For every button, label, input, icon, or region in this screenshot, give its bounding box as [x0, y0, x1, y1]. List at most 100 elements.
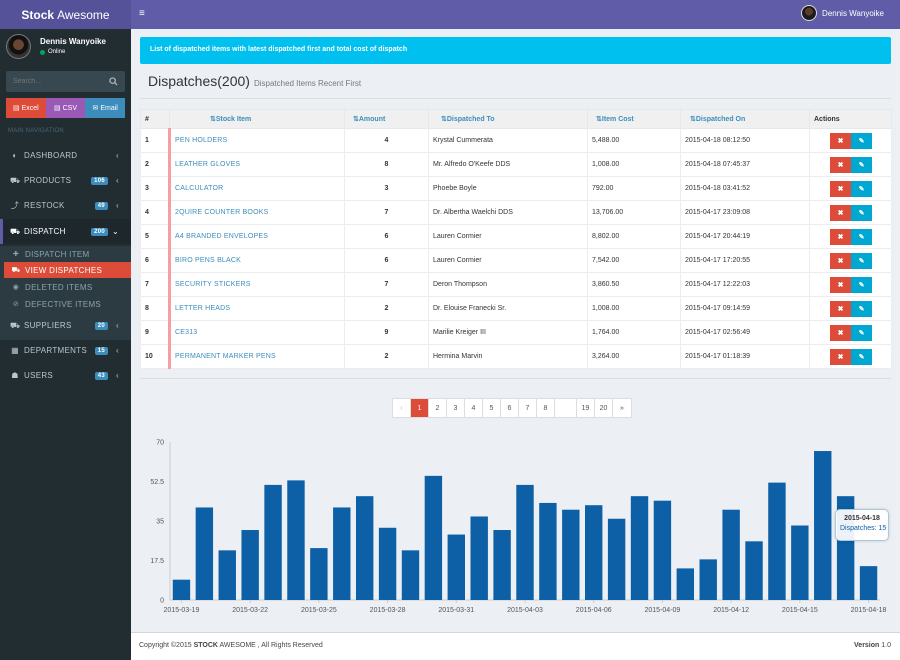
- stock-item-link[interactable]: LEATHER GLOVES: [168, 152, 345, 177]
- edit-icon: ✎: [858, 353, 865, 361]
- edit-button[interactable]: ✎: [851, 252, 872, 269]
- table-header-row: # ⇅Stock Item ⇅Amount ⇅Dispatched To ⇅It…: [140, 109, 892, 129]
- actions-cell: ✖ ✎: [809, 128, 892, 153]
- sidebar-item-departments[interactable]: ▦ DEPARTMENTS 15 ‹: [0, 338, 131, 363]
- stock-item-link[interactable]: PERMANENT MARKER PENS: [168, 344, 345, 369]
- edit-button[interactable]: ✎: [851, 156, 872, 173]
- pagination-page[interactable]: 3: [447, 399, 465, 417]
- sort-icon: ⇅: [353, 116, 359, 123]
- x-tick-label: 2015-03-22: [232, 607, 268, 614]
- export-csv-button[interactable]: ▤ CSV: [45, 98, 86, 118]
- edit-button[interactable]: ✎: [851, 300, 872, 317]
- footer: Copyright ©2015 STOCK AWESOME , All Righ…: [131, 632, 900, 660]
- pagination-page[interactable]: 8: [537, 399, 555, 417]
- dispatched-to-cell: Dr. Elouise Franecki Sr.: [428, 296, 588, 321]
- submenu-item-defective-items[interactable]: ⊘ DEFECTIVE ITEMS: [4, 296, 131, 312]
- pagination-page[interactable]: 19: [577, 399, 595, 417]
- column-header-dispatched-to[interactable]: ⇅Dispatched To: [428, 109, 588, 129]
- submenu-item-label: DEFECTIVE ITEMS: [25, 299, 102, 309]
- delete-button[interactable]: ✖: [830, 180, 851, 197]
- edit-button[interactable]: ✎: [851, 132, 872, 149]
- table-row: 7 SECURITY STICKERS 7 Deron Thompson 3,860.5…: [140, 272, 892, 297]
- search-icon[interactable]: [109, 77, 118, 86]
- sidebar-item-users[interactable]: ☗ USERS 43 ‹: [0, 363, 131, 388]
- footer-brand: STOCK: [193, 642, 218, 649]
- amount-cell: 6: [344, 224, 429, 249]
- edit-button[interactable]: ✎: [851, 180, 872, 197]
- amount-cell: 7: [344, 200, 429, 225]
- x-tick-label: 2015-03-25: [301, 607, 337, 614]
- delete-button[interactable]: ✖: [830, 204, 851, 221]
- delete-button[interactable]: ✖: [830, 276, 851, 293]
- pagination-page[interactable]: 1: [411, 399, 429, 417]
- edit-button[interactable]: ✎: [851, 228, 872, 245]
- stock-item-link[interactable]: BIRO PENS BLACK: [168, 248, 345, 273]
- chevron-left-icon: ‹: [116, 321, 119, 330]
- edit-button[interactable]: ✎: [851, 204, 872, 221]
- dispatched-to-cell: Lauren Cormier: [428, 248, 588, 273]
- chevron-left-icon: ‹: [116, 201, 119, 210]
- delete-button[interactable]: ✖: [830, 132, 851, 149]
- submenu-item-deleted-items[interactable]: ◉ DELETED ITEMS: [4, 279, 131, 295]
- divider: [140, 378, 891, 379]
- edit-button[interactable]: ✎: [851, 348, 872, 365]
- pagination-page[interactable]: 7: [519, 399, 537, 417]
- edit-button[interactable]: ✎: [851, 324, 872, 341]
- sidebar-item-suppliers[interactable]: ⛟ SUPPLIERS 20 ‹: [0, 313, 131, 338]
- export-email-button[interactable]: ✉ Email: [85, 98, 126, 118]
- delete-button[interactable]: ✖: [830, 228, 851, 245]
- table-row: 9 CE313 9 Marilie Kreiger III 1,764.00 2015-0…: [140, 320, 892, 345]
- stock-item-link[interactable]: SECURITY STICKERS: [168, 272, 345, 297]
- dispatched-on-cell: 2015-04-17 17:20:55: [680, 248, 810, 273]
- stock-item-link[interactable]: A4 BRANDED ENVELOPES: [168, 224, 345, 249]
- actions-cell: ✖ ✎: [809, 248, 892, 273]
- app-logo[interactable]: Stock Awesome: [0, 0, 131, 29]
- stock-item-link[interactable]: 2QUIRE COUNTER BOOKS: [168, 200, 345, 225]
- menu-toggle-button[interactable]: ≡: [139, 8, 145, 19]
- sidebar-item-products[interactable]: ⛟ PRODUCTS 106 ‹: [0, 168, 131, 193]
- sidebar-item-restock[interactable]: ⤴ RESTOCK 49 ‹: [0, 193, 131, 218]
- sort-icon: ⇅: [441, 116, 447, 123]
- edit-button[interactable]: ✎: [851, 276, 872, 293]
- amount-cell: 7: [344, 272, 429, 297]
- delete-button[interactable]: ✖: [830, 252, 851, 269]
- edit-icon: ✎: [858, 137, 865, 145]
- sidebar: Dennis Wanyoike Online ▤Excel ▤CSV ✉Emai…: [0, 29, 131, 660]
- chart-bar: [218, 550, 236, 600]
- column-header-dispatched-on[interactable]: ⇅Dispatched On: [680, 109, 810, 129]
- stock-item-link[interactable]: CE313: [168, 320, 345, 345]
- column-header-stock-item[interactable]: ⇅Stock Item: [169, 109, 345, 129]
- user-menu[interactable]: Dennis Wanyoike: [801, 5, 884, 21]
- chart-bar: [447, 534, 465, 600]
- dispatches-bar-chart: 0 17.5 35 52.5 70 2015-03-19 2015-03-22 2015-03…: [150, 440, 886, 615]
- column-header-amount[interactable]: ⇅Amount: [344, 109, 429, 129]
- pagination-page[interactable]: 5: [483, 399, 501, 417]
- item-cost-cell: 1,008.00: [587, 152, 681, 177]
- submenu-item-view-dispatches[interactable]: ⛟ VIEW DISPATCHES: [4, 262, 131, 278]
- submenu-item-dispatch-item[interactable]: ✚ DISPATCH ITEM: [4, 246, 131, 262]
- sidebar-item-dispatch[interactable]: ⛟ DISPATCH 200 ⌄: [0, 219, 131, 244]
- export-excel-button[interactable]: ▤ Excel: [6, 98, 46, 118]
- delete-button[interactable]: ✖: [830, 156, 851, 173]
- x-tick-label: 2015-04-06: [576, 607, 612, 614]
- stock-item-link[interactable]: PEN HOLDERS: [168, 128, 345, 153]
- pagination-page[interactable]: 2: [429, 399, 447, 417]
- delete-button[interactable]: ✖: [830, 300, 851, 317]
- footer-version-number: 1.0: [881, 642, 891, 649]
- pagination-page[interactable]: 6: [501, 399, 519, 417]
- pagination-page[interactable]: 4: [465, 399, 483, 417]
- column-header-item-cost[interactable]: ⇅Item Cost: [587, 109, 681, 129]
- x-tick-label: 2015-04-09: [645, 607, 681, 614]
- pagination-next[interactable]: »: [620, 404, 624, 412]
- stock-item-link[interactable]: CALCULATOR: [168, 176, 345, 201]
- stock-item-link[interactable]: LETTER HEADS: [168, 296, 345, 321]
- search-input[interactable]: [13, 78, 108, 85]
- close-icon: ✖: [837, 137, 844, 145]
- pagination-page[interactable]: 20: [595, 399, 613, 417]
- delete-button[interactable]: ✖: [830, 348, 851, 365]
- item-cost-cell: 8,802.00: [587, 224, 681, 249]
- delete-button[interactable]: ✖: [830, 324, 851, 341]
- sidebar-item-dashboard[interactable]: ◐ DASHBOARD ‹: [0, 143, 131, 168]
- pagination-prev[interactable]: ‹: [393, 399, 411, 417]
- count-badge: 200: [91, 227, 108, 236]
